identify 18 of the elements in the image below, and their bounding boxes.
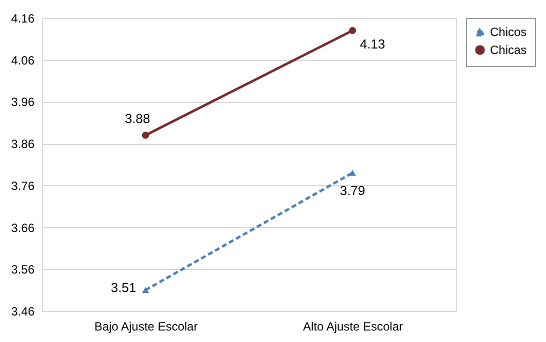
y-tick-label: 4.06 xyxy=(11,53,35,68)
data-label: 3.79 xyxy=(340,182,366,198)
y-tick-label: 3.96 xyxy=(11,95,35,110)
data-label: 3.88 xyxy=(124,111,150,126)
point xyxy=(348,27,356,34)
x-tick-label: Bajo Ajuste Escolar xyxy=(94,320,198,334)
y-tick-label: 3.76 xyxy=(11,178,35,193)
y-tick-label: 3.66 xyxy=(11,220,35,235)
data-label: 4.13 xyxy=(360,36,386,52)
y-tick-label: 3.56 xyxy=(11,262,35,277)
data-label: 3.51 xyxy=(110,280,136,296)
legend-label: Chicas xyxy=(490,43,527,57)
y-tick-label: 4.16 xyxy=(11,12,35,26)
legend-label: Chicos xyxy=(490,25,527,39)
x-tick-label: Alto Ajuste Escolar xyxy=(302,320,404,334)
point xyxy=(142,132,150,139)
y-tick-label: 3.86 xyxy=(11,137,35,152)
y-tick-label: 3.46 xyxy=(11,304,35,318)
